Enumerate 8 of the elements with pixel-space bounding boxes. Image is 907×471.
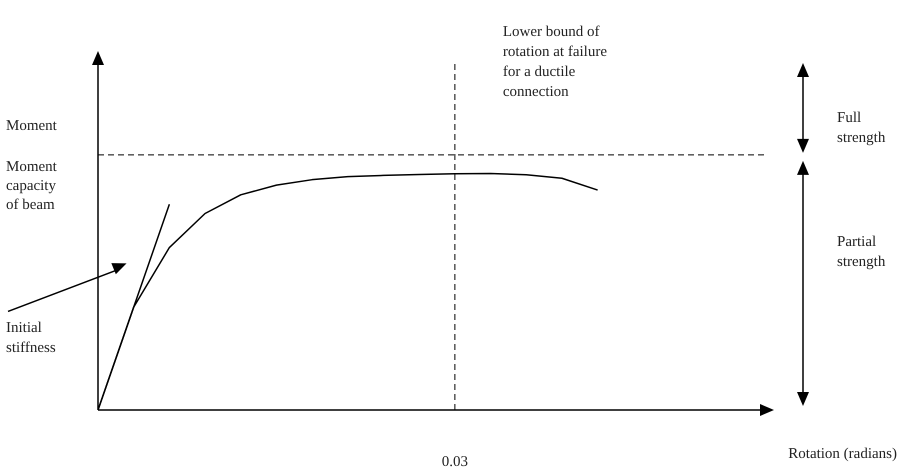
y-axis-title: Moment: [6, 118, 58, 134]
text: Full strength: [837, 110, 886, 146]
text: Rotation (radians): [788, 446, 897, 462]
text: Initial stiffness: [6, 320, 56, 356]
text: 0.03: [442, 454, 468, 470]
text: Lower bound of rotation at failure for a ductile connection: [502, 24, 607, 100]
text: Partial strength: [837, 234, 886, 270]
ref-line-label: Moment capacity of beam: [6, 158, 58, 213]
